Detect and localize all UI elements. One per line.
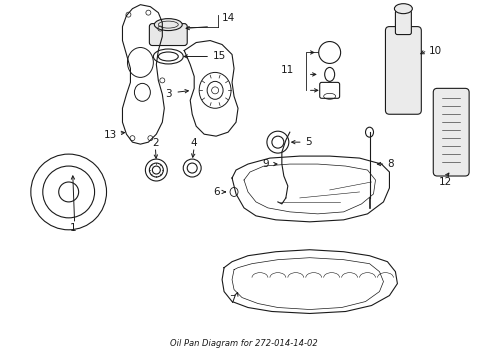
FancyBboxPatch shape <box>385 27 421 114</box>
FancyBboxPatch shape <box>395 11 410 35</box>
Text: 5: 5 <box>304 137 311 147</box>
Text: 10: 10 <box>428 45 442 55</box>
Text: 7: 7 <box>228 294 235 305</box>
Text: 9: 9 <box>262 159 269 169</box>
FancyBboxPatch shape <box>432 88 468 176</box>
Text: Oil Pan Diagram for 272-014-14-02: Oil Pan Diagram for 272-014-14-02 <box>170 339 317 348</box>
Text: 14: 14 <box>222 13 235 23</box>
FancyBboxPatch shape <box>149 24 187 45</box>
Text: 15: 15 <box>213 51 226 62</box>
Text: 13: 13 <box>103 130 117 140</box>
Text: 2: 2 <box>152 138 158 148</box>
Ellipse shape <box>394 4 411 14</box>
Text: 12: 12 <box>438 177 451 187</box>
Text: 11: 11 <box>280 66 293 76</box>
Ellipse shape <box>154 19 182 31</box>
Text: 3: 3 <box>164 89 171 99</box>
Text: 6: 6 <box>212 187 219 197</box>
Text: 4: 4 <box>190 138 197 148</box>
Text: 8: 8 <box>386 159 393 169</box>
Text: 1: 1 <box>69 223 76 233</box>
